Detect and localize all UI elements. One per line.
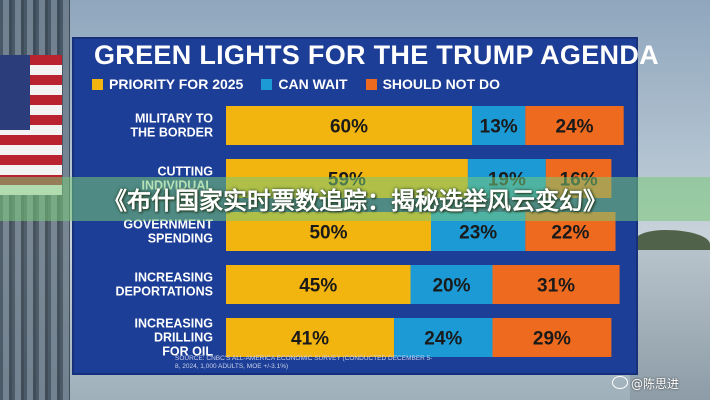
data-label-should-not-do-4: 29% xyxy=(533,329,571,350)
bar-can-wait-4 xyxy=(394,318,493,357)
chart-legend: PRIORITY FOR 2025 CAN WAIT SHOULD NOT DO xyxy=(92,76,500,92)
data-label-priority-for-2025-0: 60% xyxy=(330,117,368,138)
bar-should-not-do-0 xyxy=(525,106,624,145)
flag-canton xyxy=(0,55,30,130)
data-label-priority-for-2025-3: 45% xyxy=(299,276,337,297)
bar-priority-for-2025-0 xyxy=(226,106,472,145)
bar-can-wait-0 xyxy=(472,106,526,145)
data-label-can-wait-4: 24% xyxy=(424,329,462,350)
data-label-priority-for-2025-4: 41% xyxy=(291,329,329,350)
category-label-0: MILITARY TO THE BORDER xyxy=(130,112,213,140)
bar-priority-for-2025-4 xyxy=(226,318,395,357)
category-label-4: INCREASING DRILLING FOR OIL xyxy=(135,317,214,359)
legend-label-can-wait: CAN WAIT xyxy=(278,76,348,92)
data-label-can-wait-2: 23% xyxy=(459,223,497,244)
data-label-can-wait-0: 13% xyxy=(480,117,518,138)
river-water xyxy=(630,250,710,400)
chart-source-note: SOURCE: CNBC'S ALL-AMERICA ECONOMIC SURV… xyxy=(175,355,433,370)
data-label-should-not-do-2: 22% xyxy=(551,223,589,244)
data-label-priority-for-2025-2: 50% xyxy=(309,223,347,244)
legend-swatch-can-wait xyxy=(261,78,273,90)
category-label-3: INCREASING DEPORTATIONS xyxy=(116,271,213,299)
bar-priority-for-2025-3 xyxy=(226,265,411,304)
chart-title: GREEN LIGHTS FOR THE TRUMP AGENDA xyxy=(94,40,659,70)
data-label-should-not-do-0: 24% xyxy=(555,117,593,138)
bar-can-wait-3 xyxy=(410,265,493,304)
legend-item-can-wait: CAN WAIT xyxy=(261,76,348,92)
category-label-2: GOVERNMENT SPENDING xyxy=(123,218,213,246)
watermark: @陈思进 xyxy=(612,375,679,392)
legend-swatch-should-not-do xyxy=(365,78,377,90)
legend-swatch-priority xyxy=(92,78,103,90)
overlay-banner-text: 《布什国家实时票数追踪：揭秘选举风云变幻》 xyxy=(103,187,607,215)
legend-label-priority: PRIORITY FOR 2025 xyxy=(109,76,244,92)
legend-item-should-not-do: SHOULD NOT DO xyxy=(365,76,501,92)
overlay-banner xyxy=(0,177,710,221)
bar-should-not-do-3 xyxy=(492,265,620,304)
weibo-logo-icon xyxy=(612,376,628,389)
data-label-can-wait-3: 20% xyxy=(432,276,470,297)
watermark-text: @陈思进 xyxy=(631,377,680,391)
legend-label-should-not-do: SHOULD NOT DO xyxy=(382,76,501,92)
bar-should-not-do-4 xyxy=(492,318,612,357)
legend-item-priority: PRIORITY FOR 2025 xyxy=(92,76,243,92)
data-label-should-not-do-3: 31% xyxy=(537,276,575,297)
